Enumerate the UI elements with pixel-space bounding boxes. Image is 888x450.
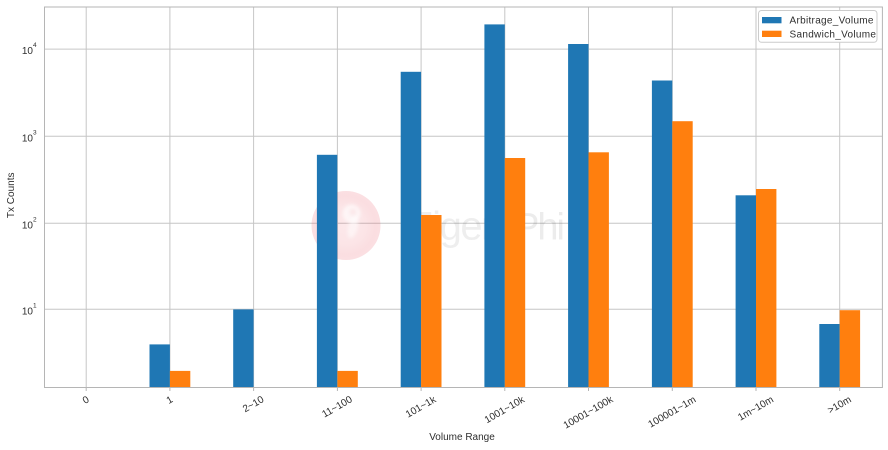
svg-text:10: 10 bbox=[22, 46, 34, 57]
svg-text:1: 1 bbox=[165, 394, 176, 407]
svg-text:11~100: 11~100 bbox=[320, 394, 354, 420]
svg-text:2~10: 2~10 bbox=[241, 394, 266, 415]
svg-text:10: 10 bbox=[22, 306, 34, 317]
svg-text:101~1k: 101~1k bbox=[404, 394, 439, 421]
svg-text:0: 0 bbox=[81, 394, 92, 407]
svg-text:3: 3 bbox=[33, 129, 37, 136]
svg-text:>10m: >10m bbox=[826, 394, 853, 416]
svg-text:Tx Counts: Tx Counts bbox=[6, 173, 17, 219]
svg-text:10: 10 bbox=[22, 133, 34, 144]
svg-text:4: 4 bbox=[33, 42, 37, 49]
svg-text:Volume Range: Volume Range bbox=[429, 432, 495, 443]
svg-text:Sandwich_Volume: Sandwich_Volume bbox=[790, 29, 877, 40]
svg-text:1001~10k: 1001~10k bbox=[483, 394, 528, 426]
svg-text:1: 1 bbox=[33, 302, 37, 309]
svg-text:1m~10m: 1m~10m bbox=[736, 394, 775, 423]
svg-text:10: 10 bbox=[22, 220, 34, 231]
svg-text:100001~1m: 100001~1m bbox=[647, 394, 698, 430]
svg-text:Arbitrage_Volume: Arbitrage_Volume bbox=[790, 16, 874, 27]
svg-text:2: 2 bbox=[33, 216, 37, 223]
svg-text:10001~100k: 10001~100k bbox=[562, 394, 616, 432]
